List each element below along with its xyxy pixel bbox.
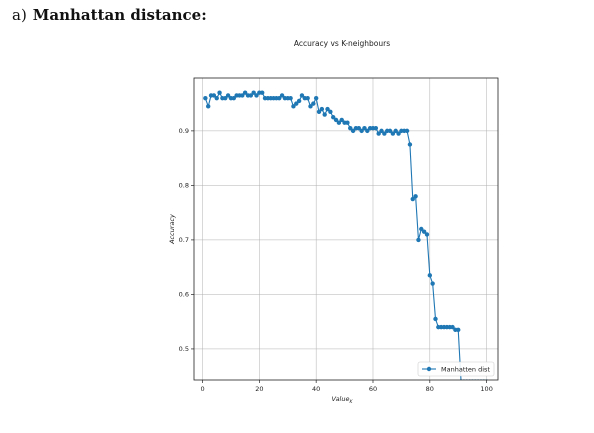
- data-point: [430, 281, 435, 286]
- data-point: [348, 125, 353, 131]
- y-tick-label: 0.6: [179, 291, 189, 299]
- data-point: [433, 316, 438, 322]
- data-point: [424, 232, 430, 237]
- data-point: [359, 128, 364, 134]
- data-point: [362, 125, 367, 131]
- data-point: [211, 93, 217, 98]
- data-point: [223, 95, 228, 101]
- data-point: [365, 128, 370, 134]
- axis-ticks: 0 20 40 60 80 100 0.5 0.6 0.7 0.8 0.9: [179, 127, 493, 393]
- data-point: [390, 131, 396, 136]
- data-point: [331, 115, 336, 120]
- y-tick-label: 0.5: [179, 345, 189, 353]
- data-point: [421, 229, 427, 234]
- y-tick-label: 0.9: [179, 127, 189, 135]
- data-point: [350, 128, 356, 134]
- data-point: [393, 128, 398, 134]
- data-point: [410, 196, 415, 202]
- data-point: [206, 104, 211, 109]
- data-point: [305, 95, 310, 101]
- data-point: [336, 120, 342, 125]
- data-point: [299, 93, 305, 98]
- data-point: [316, 109, 322, 114]
- data-point: [416, 237, 421, 243]
- data-point: [387, 128, 393, 134]
- data-point: [277, 95, 282, 101]
- data-point: [313, 95, 319, 101]
- data-point: [203, 95, 208, 101]
- data-point: [345, 120, 350, 125]
- data-point: [450, 324, 455, 330]
- plot-frame: [193, 77, 499, 381]
- x-tick-label: 0: [200, 385, 204, 393]
- data-point: [396, 131, 401, 136]
- data-point: [251, 90, 256, 95]
- x-axis-label-text: Value: [332, 395, 350, 403]
- data-point: [427, 273, 433, 278]
- data-point: [288, 95, 293, 101]
- x-tick-label: 40: [312, 385, 320, 393]
- data-point: [356, 125, 361, 131]
- data-point: [382, 131, 387, 136]
- data-point: [319, 106, 325, 112]
- data-point: [308, 104, 313, 109]
- x-tick-label: 100: [480, 385, 492, 393]
- data-point: [311, 101, 316, 106]
- data-point: [333, 117, 339, 123]
- section-title: Manhattan distance:: [32, 6, 207, 24]
- x-tick-label: 20: [255, 385, 263, 393]
- x-axis-label-subscript: K: [350, 399, 354, 405]
- data-point: [214, 95, 219, 101]
- x-axis-label: ValueK: [332, 395, 354, 405]
- y-tick-label: 0.7: [179, 236, 189, 244]
- data-point: [259, 90, 265, 95]
- data-point: [339, 117, 344, 123]
- data-point: [231, 95, 236, 101]
- data-point: [407, 142, 413, 147]
- data-point: [379, 128, 384, 134]
- data-point: [419, 226, 424, 232]
- data-point: [279, 93, 285, 98]
- chart-title: Accuracy vs K-neighbours: [294, 39, 390, 48]
- legend-label: Manhatten dist: [441, 366, 490, 374]
- data-point: [291, 104, 296, 109]
- legend-box: [417, 361, 495, 377]
- grid-lines: [194, 78, 498, 380]
- x-tick-label: 60: [369, 385, 377, 393]
- legend: Manhatten dist: [417, 361, 495, 377]
- legend-marker: [426, 366, 432, 372]
- data-point: [242, 90, 248, 95]
- data-point: [225, 93, 231, 98]
- data-point: [322, 112, 327, 117]
- data-point: [248, 93, 254, 98]
- data-point: [376, 131, 381, 136]
- plot-area: [194, 78, 498, 380]
- data-point: [240, 93, 245, 98]
- data-point: [413, 194, 418, 199]
- data-point: [296, 98, 302, 104]
- section-label: a): [12, 6, 27, 24]
- section-heading: a) Manhattan distance:: [12, 6, 207, 24]
- data-point: [294, 101, 299, 106]
- data-point: [325, 106, 330, 112]
- y-axis-label: Accuracy: [168, 214, 176, 245]
- data-point: [456, 327, 461, 333]
- x-tick-label: 80: [426, 385, 434, 393]
- data-point: [217, 90, 222, 95]
- data-point: [328, 109, 333, 114]
- data-point: [373, 125, 379, 131]
- y-tick-label: 0.8: [179, 182, 189, 190]
- data-point: [404, 128, 410, 134]
- data-point: [254, 93, 259, 98]
